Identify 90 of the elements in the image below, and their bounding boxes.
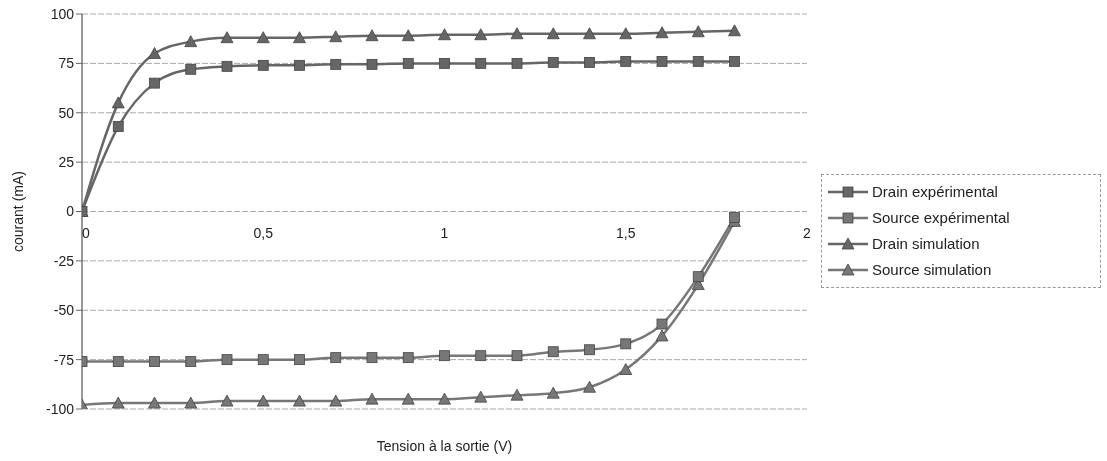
point — [149, 77, 160, 89]
point — [584, 56, 595, 68]
y-tick-label: -100 — [45, 400, 75, 417]
point — [402, 57, 414, 69]
legend-label: Drain expérimental — [872, 183, 998, 200]
point — [329, 30, 343, 43]
point — [691, 25, 705, 38]
point — [692, 271, 704, 283]
point — [293, 394, 306, 407]
point — [546, 27, 560, 40]
point — [221, 354, 233, 366]
point — [475, 57, 487, 69]
point — [185, 63, 197, 75]
legend-label: Source simulation — [872, 261, 992, 278]
y-tick-label: 0 — [66, 203, 75, 220]
x-tick-label: 2 — [803, 224, 812, 241]
point — [184, 35, 198, 48]
point — [111, 396, 125, 409]
y-tick-label: -75 — [53, 351, 75, 368]
legend-label: Drain simulation — [872, 235, 980, 252]
y-tick-label: -50 — [53, 302, 75, 319]
point — [656, 318, 668, 330]
point — [184, 396, 198, 409]
point — [656, 56, 668, 67]
point — [149, 356, 160, 367]
point — [620, 338, 632, 350]
point — [474, 390, 488, 403]
point — [185, 356, 197, 367]
point — [619, 27, 633, 40]
point — [729, 56, 740, 67]
point — [692, 56, 704, 67]
point — [511, 350, 523, 362]
point — [111, 96, 125, 109]
point — [547, 346, 559, 358]
point — [510, 27, 524, 40]
point — [330, 58, 342, 70]
point — [112, 121, 124, 132]
point — [475, 350, 487, 362]
point — [401, 392, 415, 405]
point — [438, 28, 451, 41]
y-tick-label: 100 — [50, 5, 75, 22]
y-axis-title: courant (mA) — [9, 171, 26, 252]
point — [256, 394, 270, 407]
point — [294, 354, 305, 366]
point — [439, 57, 450, 69]
point — [366, 58, 378, 70]
point — [257, 354, 269, 366]
point — [547, 56, 559, 68]
point — [221, 60, 233, 72]
point — [583, 380, 596, 393]
point — [256, 31, 270, 44]
point — [511, 57, 523, 69]
x-tick-label: 0 — [82, 224, 91, 241]
point — [330, 352, 342, 364]
point — [329, 394, 343, 407]
y-tick-label: -25 — [53, 252, 75, 269]
point — [401, 29, 415, 42]
point — [438, 392, 451, 405]
point — [619, 363, 633, 375]
point — [584, 344, 595, 356]
y-tick-label: 50 — [58, 104, 75, 121]
point — [257, 59, 269, 71]
point — [474, 28, 488, 41]
point — [583, 27, 596, 40]
point — [112, 356, 124, 367]
point — [655, 26, 669, 39]
x-tick-label: 1 — [440, 224, 449, 241]
point — [365, 29, 379, 42]
x-tick-label: 1,5 — [616, 224, 636, 241]
point — [655, 329, 669, 342]
point — [148, 47, 161, 59]
point — [728, 24, 741, 37]
legend-label: Source expérimental — [872, 209, 1010, 226]
point — [620, 56, 632, 67]
point — [729, 212, 740, 223]
point — [294, 59, 305, 71]
point — [220, 394, 234, 407]
x-tick-label: 0,5 — [253, 224, 274, 241]
point — [366, 352, 378, 364]
point — [365, 392, 379, 405]
point — [293, 31, 306, 44]
point — [220, 31, 234, 44]
point — [439, 350, 450, 362]
y-tick-label: 25 — [58, 154, 75, 171]
point — [510, 388, 524, 401]
point — [148, 396, 161, 409]
x-axis-title: Tension à la sortie (V) — [376, 438, 513, 454]
point — [546, 386, 560, 399]
point — [402, 352, 414, 364]
y-tick-label: 75 — [58, 55, 75, 72]
